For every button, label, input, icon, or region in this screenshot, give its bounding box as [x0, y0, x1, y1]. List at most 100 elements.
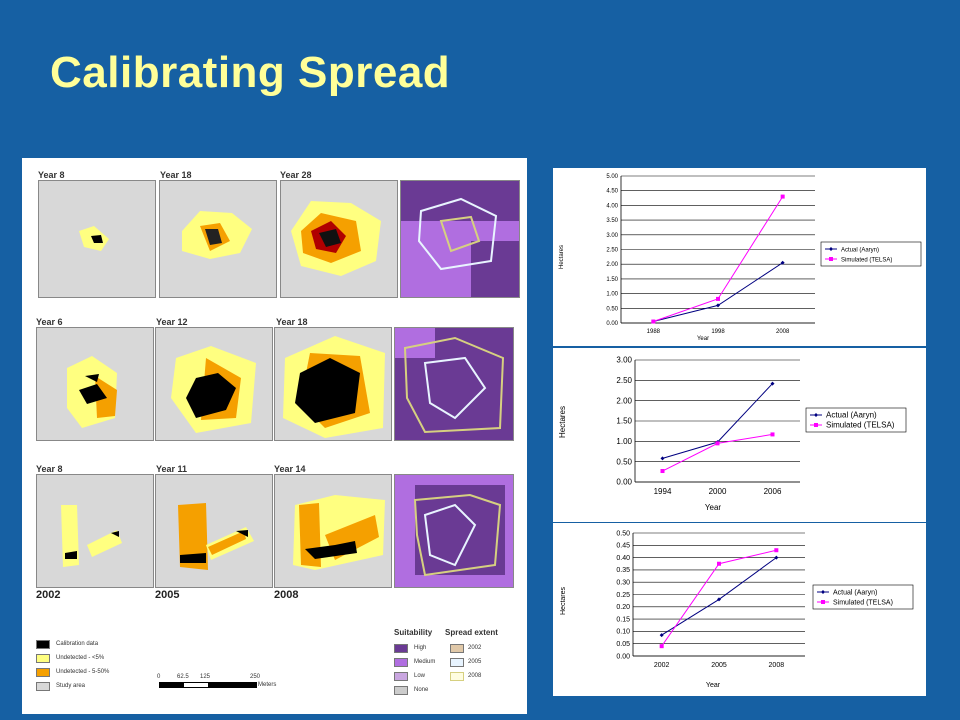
- x-tick-label: 2006: [764, 487, 782, 496]
- data-point: [774, 548, 779, 553]
- legend-marker: [814, 413, 818, 417]
- y-tick-label: 2.00: [606, 262, 618, 268]
- spread-extent-heading: Spread extent: [445, 628, 498, 637]
- y-tick-label: 2.50: [606, 248, 618, 254]
- data-point: [660, 456, 665, 461]
- y-tick-label: 0.10: [616, 629, 630, 636]
- map-r3-c3: [274, 474, 392, 588]
- bottom-year-label: 2005: [155, 589, 180, 601]
- legend-label: Study area: [56, 683, 86, 689]
- scale-unit: Meters: [258, 682, 277, 688]
- y-tick-label: 1.00: [606, 292, 618, 298]
- suitability-label: Medium: [414, 659, 436, 665]
- y-axis-label: Hectares: [559, 245, 565, 269]
- map-label: Year 18: [276, 317, 308, 327]
- x-tick-label: 1994: [654, 487, 672, 496]
- scale-tick: 250: [250, 674, 261, 680]
- map-r1-c2: [159, 180, 277, 298]
- y-tick-label: 2.00: [616, 396, 632, 405]
- y-tick-label: 4.00: [606, 203, 618, 209]
- suitability-swatch-none: [394, 686, 408, 695]
- data-point: [717, 561, 721, 566]
- data-point: [780, 260, 785, 265]
- y-tick-label: 3.00: [606, 233, 618, 239]
- map-r1-suitability: [400, 180, 520, 298]
- bottom-year-label: 2008: [274, 589, 299, 601]
- map-panel: Year 8 Year 18 Year 28 Year 6 Year 12 Ye…: [22, 158, 527, 714]
- x-tick-label: 1998: [711, 329, 725, 335]
- spread-swatch-2005: [450, 658, 464, 667]
- slide-title: Calibrating Spread: [50, 48, 451, 97]
- suitability-swatch-low: [394, 672, 408, 681]
- spread-label: 2005: [468, 659, 482, 665]
- map-r3-c1: [36, 474, 154, 588]
- map-r2-c2: [155, 327, 273, 441]
- x-tick-label: 2002: [654, 662, 670, 669]
- legend-label: Undetected - 5-50%: [56, 669, 110, 675]
- legend-label: Actual (Aaryn): [841, 248, 879, 254]
- spread-label: 2008: [468, 673, 482, 679]
- legend-marker: [821, 600, 825, 604]
- data-point: [716, 303, 720, 308]
- data-point: [659, 633, 664, 638]
- suitability-label: None: [414, 687, 429, 693]
- legend-box: [820, 241, 922, 267]
- legend-label: Actual (Aaryn): [833, 590, 877, 597]
- data-point: [659, 644, 664, 649]
- y-tick-label: 0.25: [616, 592, 630, 599]
- suitability-label: High: [414, 645, 427, 651]
- chart-1: 0.00 0.50 1.00 1.50 2.00 2.50 3.00 3.50 4.00 4.50…: [553, 168, 926, 346]
- legend-swatch-undetected-low: [36, 654, 50, 663]
- y-axis-label: Hectares: [560, 586, 567, 615]
- y-tick-label: 0.50: [606, 306, 618, 312]
- y-axis-label: Hectares: [558, 406, 567, 438]
- map-r1-c1: [38, 180, 156, 298]
- legend-label: Simulated (TELSA): [826, 421, 895, 430]
- data-point: [770, 432, 775, 437]
- legend-label: Calibration data: [56, 641, 99, 647]
- data-point: [651, 319, 656, 324]
- legend-label: Actual (Aaryn): [826, 411, 877, 420]
- legend-swatch-study-area: [36, 682, 50, 691]
- map-label: Year 12: [156, 317, 188, 327]
- y-tick-label: 1.00: [616, 437, 632, 446]
- x-tick-label: 2008: [776, 329, 790, 335]
- x-tick-label: 1988: [647, 329, 661, 335]
- series-line: [661, 557, 777, 636]
- data-point: [770, 381, 775, 386]
- spread-swatch-2008: [450, 672, 464, 681]
- map-r2-c1: [36, 327, 154, 441]
- map-label: Year 18: [160, 170, 192, 180]
- spread-swatch-2002: [450, 644, 464, 653]
- y-tick-label: 0.20: [616, 604, 630, 611]
- x-tick-label: 2000: [709, 487, 727, 496]
- scale-tick: 0: [157, 674, 161, 680]
- x-axis-label: Year: [705, 503, 722, 512]
- map-r2-suitability: [394, 327, 514, 441]
- suitability-swatch-medium: [394, 658, 408, 667]
- y-tick-label: 0.00: [616, 653, 630, 660]
- legend-marker: [829, 257, 833, 261]
- y-tick-label: 3.50: [606, 218, 618, 224]
- data-point: [780, 194, 785, 199]
- series-line: [653, 262, 783, 323]
- y-tick-label: 1.50: [606, 277, 618, 283]
- data-point: [716, 296, 720, 301]
- map-label: Year 6: [36, 317, 63, 327]
- scale-tick: 125: [200, 674, 211, 680]
- legend-label: Undetected - <5%: [56, 655, 105, 661]
- map-r3-c2: [155, 474, 273, 588]
- legend-box: [805, 407, 907, 433]
- y-tick-label: 2.50: [616, 376, 632, 385]
- scale-tick: 62.5: [177, 674, 189, 680]
- map-label: Year 14: [274, 464, 306, 474]
- data-point: [774, 555, 779, 560]
- y-tick-label: 0.30: [616, 580, 630, 587]
- data-point: [717, 597, 721, 602]
- legend-label: Simulated (TELSA): [841, 258, 892, 264]
- map-r1-c3: [280, 180, 398, 298]
- y-tick-label: 0.05: [616, 641, 630, 648]
- y-tick-label: 0.40: [616, 555, 630, 562]
- y-tick-label: 4.50: [606, 189, 618, 195]
- map-label: Year 8: [36, 464, 63, 474]
